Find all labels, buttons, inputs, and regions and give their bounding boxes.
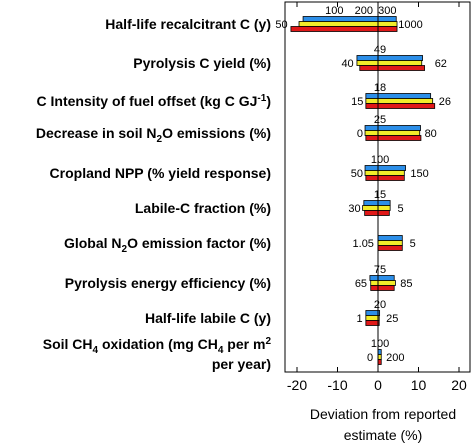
param-3-value-label-3: 26 — [439, 96, 451, 108]
param-2-value-label-3: 62 — [435, 58, 447, 70]
param-8-label: Pyrolysis energy efficiency (%) — [65, 275, 271, 291]
param-1-bar-1 — [302, 16, 397, 22]
param-6-value-label-1: 15 — [374, 189, 386, 201]
param-1-value-label-3: 300 — [378, 5, 396, 17]
param-3-value-label-1: 18 — [374, 82, 386, 94]
param-6-value-label-3: 5 — [397, 203, 403, 215]
param-4-value-label-1: 25 — [374, 114, 386, 126]
param-1-value-label-5: 1000 — [398, 19, 422, 31]
param-2-bar-3 — [359, 65, 425, 71]
param-7-bar-1 — [377, 235, 403, 241]
param-4-value-label-3: 80 — [425, 128, 437, 140]
param-2-value-label-2: 40 — [341, 58, 353, 70]
param-10-label: Soil CH4 oxidation (mg CH4 per m2 — [43, 336, 272, 356]
param-1-value-label-2: 200 — [355, 5, 373, 17]
param-3-label: C Intensity of fuel offset (kg C GJ-1) — [37, 93, 271, 109]
param-5-bar-3 — [365, 175, 405, 181]
x-axis-label-line1: Deviation from reported — [310, 406, 456, 422]
param-8-bar-3 — [370, 285, 395, 291]
param-3-bar-2 — [365, 98, 434, 104]
param-10-value-label-3: 200 — [386, 352, 404, 364]
x-tick-label: -10 — [327, 377, 347, 393]
param-9-bar-3 — [365, 320, 380, 326]
param-9-value-label-1: 20 — [374, 299, 386, 311]
bars — [290, 16, 436, 365]
param-2-bar-1 — [356, 55, 423, 61]
x-axis-label-line2: estimate (%) — [344, 427, 423, 443]
param-10-value-label-1: 100 — [371, 338, 389, 350]
param-3-value-label-2: 15 — [351, 96, 363, 108]
param-7-label: Global N2O emission factor (%) — [64, 235, 271, 255]
parameter-labels: Half-life recalcitrant C (y) Pyrolysis C … — [36, 16, 272, 372]
param-7-bar-3 — [377, 245, 403, 251]
param-10-value-label-2: 0 — [367, 352, 373, 364]
param-3-bar-1 — [365, 93, 432, 99]
param-9-value-label-2: 1 — [356, 313, 362, 325]
x-tick-label: 0 — [374, 377, 382, 393]
param-1-bar-2 — [298, 21, 398, 27]
param-6-value-label-2: 30 — [348, 203, 360, 215]
param-6-bar-2 — [362, 205, 391, 211]
param-2-label: Pyrolysis C yield (%) — [133, 55, 271, 71]
param-4-bar-3 — [365, 135, 422, 141]
param-8-value-label-2: 65 — [355, 278, 367, 290]
param-1-value-label-1: 100 — [325, 5, 343, 17]
param-9-label: Half-life labile C (y) — [145, 310, 271, 326]
param-9-bar-2 — [365, 315, 380, 321]
param-8-bar-2 — [370, 280, 396, 286]
param-6-bar-1 — [363, 200, 391, 206]
param-5-bar-2 — [364, 170, 405, 176]
param-1-label: Half-life recalcitrant C (y) — [105, 16, 271, 32]
param-8-value-label-1: 75 — [374, 264, 386, 276]
x-tick-label: -20 — [287, 377, 307, 393]
param-8-value-label-3: 85 — [400, 278, 412, 290]
param-7-bar-2 — [377, 240, 403, 246]
param-6-label: Labile-C fraction (%) — [135, 200, 271, 216]
param-5-bar-1 — [364, 165, 406, 171]
param-5-value-label-1: 100 — [371, 154, 389, 166]
param-4-value-label-2: 0 — [357, 128, 363, 140]
param-1-bar-3 — [290, 26, 398, 32]
param-4-bar-2 — [364, 130, 421, 136]
x-axis: -20 -10 0 10 20 — [284, 1, 471, 393]
param-5-value-label-2: 50 — [351, 168, 363, 180]
param-1-value-label-4: 50 — [275, 19, 287, 31]
x-tick-label: 20 — [451, 377, 467, 393]
param-10-label-line2: per year) — [212, 356, 271, 372]
x-tick-label: 10 — [411, 377, 427, 393]
param-6-bar-3 — [364, 210, 390, 216]
param-9-value-label-3: 25 — [386, 313, 398, 325]
param-5-label: Cropland NPP (% yield response) — [50, 165, 271, 181]
param-8-bar-1 — [369, 275, 395, 281]
param-3-bar-3 — [365, 103, 436, 109]
param-2-value-label-1: 49 — [374, 44, 386, 56]
param-4-bar-1 — [364, 125, 421, 131]
param-4-label: Decrease in soil N2O emissions (%) — [36, 125, 271, 145]
param-7-value-label-2: 5 — [410, 238, 416, 250]
param-2-bar-2 — [356, 60, 423, 66]
param-7-value-label-1: 1.05 — [353, 238, 374, 250]
param-5-value-label-3: 150 — [410, 168, 428, 180]
